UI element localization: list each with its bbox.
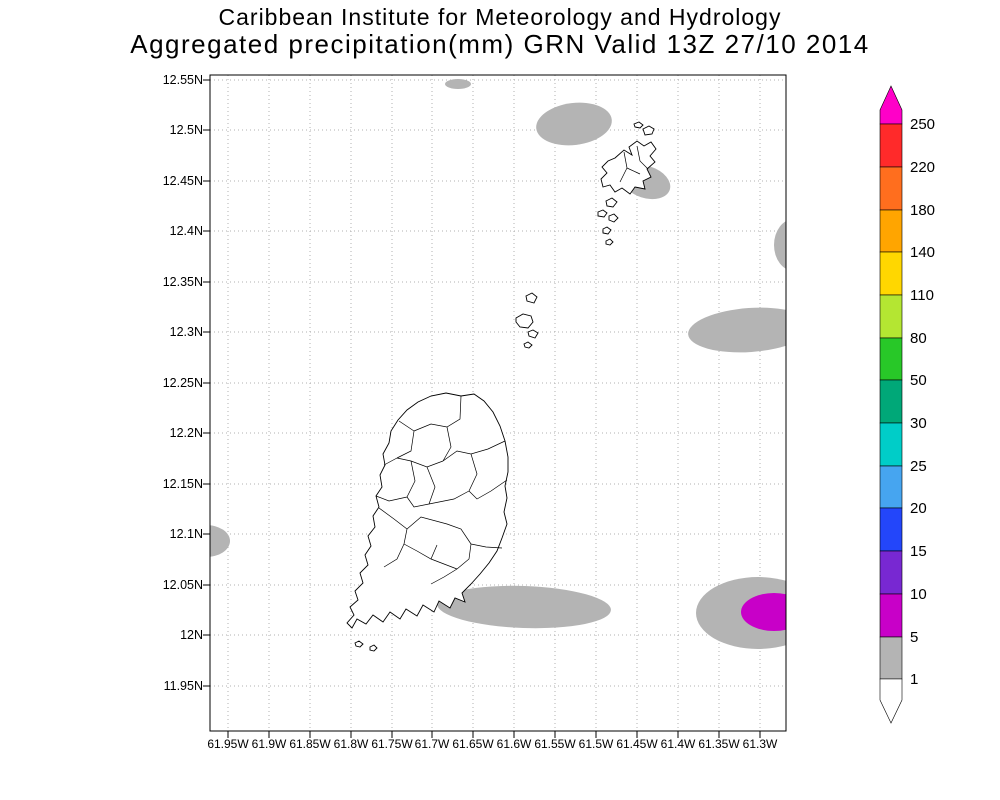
y-axis-label: 12.35N bbox=[163, 275, 203, 289]
x-axis-label: 61.5W bbox=[579, 737, 614, 751]
x-axis-label: 61.35W bbox=[698, 737, 740, 751]
colorbar-label: 10 bbox=[910, 586, 927, 603]
y-axis-label: 11.95N bbox=[164, 679, 203, 693]
figure-title-product: Aggregated precipitation(mm) GRN Valid 1… bbox=[130, 29, 870, 59]
grenadine-islets bbox=[354, 121, 655, 652]
colorbar bbox=[879, 85, 903, 724]
y-axis-label: 12.5N bbox=[170, 123, 203, 137]
colorbar-segment bbox=[879, 166, 903, 211]
x-axis-label: 61.65W bbox=[452, 737, 494, 751]
precip-blob-top-edge bbox=[445, 79, 471, 89]
figure-title-institute: Caribbean Institute for Meteorology and … bbox=[218, 4, 782, 30]
grenada-watershed-boundaries bbox=[375, 395, 508, 585]
precip-blob-left-edge bbox=[210, 525, 230, 557]
colorbar-segment bbox=[879, 422, 903, 467]
islands bbox=[346, 121, 657, 652]
x-axis-label: 61.55W bbox=[534, 737, 576, 751]
carriacou-boundaries bbox=[619, 145, 649, 183]
colorbar-label: 30 bbox=[910, 415, 927, 432]
y-axis-labels: 12.55N 12.5N 12.45N 12.4N 12.35N 12.3N 1… bbox=[163, 73, 203, 693]
colorbar-segment bbox=[879, 465, 903, 509]
precip-shading bbox=[210, 79, 786, 649]
y-axis-label: 12.05N bbox=[163, 578, 203, 592]
carriacou-island-outline bbox=[600, 140, 657, 195]
y-axis-label: 12.4N bbox=[170, 224, 203, 238]
y-axis-label: 12.1N bbox=[170, 527, 203, 541]
colorbar-label: 250 bbox=[910, 116, 935, 133]
colorbar-label: 15 bbox=[910, 543, 927, 560]
x-axis-label: 61.6W bbox=[497, 737, 532, 751]
colorbar-label: 1 bbox=[910, 671, 918, 688]
x-axis-label: 61.8W bbox=[334, 737, 369, 751]
colorbar-arrow-top bbox=[879, 85, 903, 125]
y-axis-label: 12.45N bbox=[163, 174, 203, 188]
colorbar-label: 25 bbox=[910, 458, 927, 475]
x-axis-labels: 61.95W 61.9W 61.85W 61.8W 61.75W 61.7W 6… bbox=[207, 737, 778, 751]
colorbar-segment bbox=[879, 379, 903, 424]
x-axis-label: 61.9W bbox=[252, 737, 287, 751]
colorbar-segment bbox=[879, 593, 903, 638]
precip-blob-right-12-4N bbox=[774, 221, 786, 269]
gridlines bbox=[210, 75, 786, 731]
colorbar-label: 110 bbox=[910, 287, 934, 304]
precip-blob-right-12-3N bbox=[688, 307, 786, 353]
colorbar-labels: 250 220 180 140 110 80 50 30 25 20 15 10… bbox=[910, 116, 935, 688]
gridlines-vertical bbox=[227, 75, 761, 731]
colorbar-segment bbox=[879, 636, 903, 680]
x-axis-label: 61.95W bbox=[207, 737, 249, 751]
y-axis-label: 12.3N bbox=[170, 325, 203, 339]
colorbar-segment bbox=[879, 507, 903, 552]
colorbar-segment bbox=[879, 123, 903, 168]
x-axis-label: 61.3W bbox=[743, 737, 778, 751]
colorbar-label: 220 bbox=[910, 159, 935, 176]
colorbar-label: 20 bbox=[910, 500, 927, 517]
colorbar-arrow-bottom bbox=[879, 678, 903, 724]
x-axis-label: 61.7W bbox=[415, 737, 450, 751]
precip-blob-north bbox=[536, 102, 612, 146]
x-axis-label: 61.45W bbox=[616, 737, 658, 751]
y-axis-label: 12.15N bbox=[163, 477, 203, 491]
colorbar-segment bbox=[879, 337, 903, 381]
x-axis-label: 61.4W bbox=[661, 737, 696, 751]
colorbar-segment bbox=[879, 209, 903, 253]
colorbar-label: 50 bbox=[910, 372, 927, 389]
colorbar-label: 5 bbox=[910, 629, 918, 646]
colorbar-label: 80 bbox=[910, 330, 927, 347]
colorbar-segment bbox=[879, 294, 903, 339]
x-axis-label: 61.85W bbox=[289, 737, 331, 751]
x-axis-label: 61.75W bbox=[371, 737, 413, 751]
precip-blob-southeast-magenta bbox=[741, 593, 786, 631]
y-axis-label: 12.2N bbox=[170, 426, 203, 440]
colorbar-segment bbox=[879, 251, 903, 296]
y-axis-label: 12N bbox=[180, 628, 203, 642]
colorbar-segment bbox=[879, 550, 903, 595]
colorbar-label: 180 bbox=[910, 202, 935, 219]
colorbar-label: 140 bbox=[910, 244, 935, 261]
grenada-island-outline bbox=[346, 392, 509, 629]
plot-border bbox=[209, 74, 787, 732]
y-axis-ticks bbox=[203, 79, 210, 687]
y-axis-label: 12.25N bbox=[163, 376, 203, 390]
precip-blob-south-grenada bbox=[437, 585, 611, 629]
y-axis-label: 12.55N bbox=[163, 73, 203, 87]
x-axis-ticks bbox=[227, 731, 761, 738]
